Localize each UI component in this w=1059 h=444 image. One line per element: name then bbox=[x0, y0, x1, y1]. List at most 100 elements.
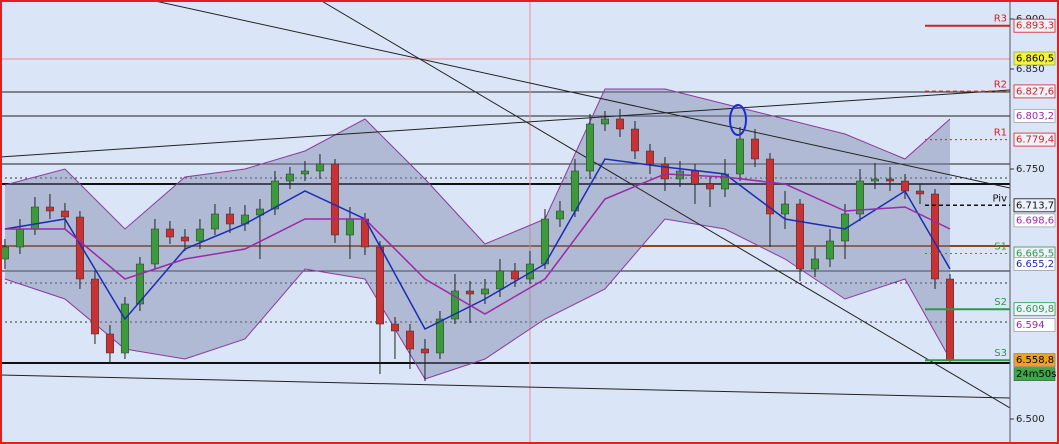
timer-tag bbox=[1013, 367, 1056, 382]
y-tick-label: 6.750 bbox=[1016, 164, 1045, 175]
candle-body bbox=[765, 158, 774, 215]
trendline bbox=[319, 0, 1010, 409]
level-label: S1 bbox=[994, 242, 1007, 253]
price-tag bbox=[1013, 318, 1056, 332]
candle-body bbox=[435, 318, 444, 354]
candle-body bbox=[930, 193, 939, 280]
trendline bbox=[0, 89, 1010, 158]
candle-body bbox=[495, 270, 504, 290]
level-label: R2 bbox=[994, 79, 1007, 90]
candle-body bbox=[345, 218, 354, 236]
candle-body bbox=[915, 190, 924, 195]
candle-body bbox=[525, 263, 534, 280]
candle-body bbox=[855, 180, 864, 215]
candle-body bbox=[150, 228, 159, 265]
level-label: R1 bbox=[994, 128, 1007, 139]
candle-body bbox=[45, 206, 54, 212]
level-value: 6.713,7 bbox=[1016, 200, 1054, 211]
band-lower bbox=[4, 218, 951, 380]
candle-body bbox=[750, 138, 759, 160]
candle-body bbox=[465, 290, 474, 295]
moving-average bbox=[4, 158, 951, 330]
trendline bbox=[150, 0, 1010, 189]
candle-body bbox=[30, 206, 39, 230]
candle-body bbox=[75, 216, 84, 280]
candle-body bbox=[90, 278, 99, 335]
candle-body bbox=[60, 210, 69, 218]
candle-body bbox=[105, 333, 114, 354]
price-tag bbox=[1013, 256, 1056, 271]
band-area bbox=[4, 89, 950, 379]
candle-body bbox=[630, 128, 639, 152]
level-label: S2 bbox=[994, 297, 1007, 308]
candle-body bbox=[405, 330, 414, 350]
price-tag-label: 6.558,8 bbox=[1016, 355, 1054, 366]
candle-body bbox=[900, 180, 909, 192]
candle-body bbox=[825, 240, 834, 260]
candle-body bbox=[540, 218, 549, 265]
candle-body bbox=[555, 210, 564, 220]
level-label: Piv bbox=[992, 193, 1007, 204]
candle-body bbox=[810, 258, 819, 270]
level-value: 6.779,4 bbox=[1016, 135, 1054, 146]
candle-body bbox=[195, 228, 204, 242]
price-tag-label: 6.655,2 bbox=[1016, 259, 1054, 270]
level-tag bbox=[1013, 302, 1056, 317]
price-tag-label: 6.594 bbox=[1016, 320, 1045, 331]
candle-body bbox=[795, 203, 804, 270]
band-upper bbox=[4, 88, 951, 245]
timer-label: 24m50s bbox=[1016, 369, 1056, 380]
level-value: 6.665,5 bbox=[1016, 249, 1054, 260]
level-tag bbox=[1013, 198, 1056, 213]
candle-body bbox=[315, 163, 324, 172]
level-tag bbox=[1013, 132, 1056, 147]
candle-body bbox=[15, 228, 24, 248]
level-value: 6.893,3 bbox=[1016, 21, 1054, 32]
candle-body bbox=[570, 170, 579, 212]
level-label: R3 bbox=[994, 14, 1007, 25]
candle-body bbox=[420, 348, 429, 354]
price-tag bbox=[1013, 213, 1056, 228]
price-tag bbox=[1013, 109, 1056, 123]
price-tag-label: 6.860,5 bbox=[1016, 54, 1054, 65]
trendline bbox=[0, 374, 1010, 399]
candle-body bbox=[705, 183, 714, 190]
candle-body bbox=[510, 270, 519, 280]
candle-body bbox=[660, 163, 669, 180]
candle-body bbox=[390, 323, 399, 332]
price-tag-label: 6.803,2 bbox=[1016, 111, 1054, 122]
price-tag bbox=[1013, 51, 1056, 66]
level-tag bbox=[1013, 84, 1056, 99]
candle-body bbox=[120, 303, 129, 354]
candle-body bbox=[600, 118, 609, 125]
level-value: 6.827,6 bbox=[1016, 86, 1054, 97]
candle-body bbox=[375, 246, 384, 325]
candle-body bbox=[690, 170, 699, 185]
price-tag-label: 6.698,6 bbox=[1016, 215, 1054, 226]
moving-average bbox=[4, 173, 951, 315]
candle-body bbox=[165, 228, 174, 238]
candle-body bbox=[0, 246, 9, 260]
level-value: 6.609,8 bbox=[1016, 304, 1054, 315]
candle-body bbox=[450, 290, 459, 320]
price-tag bbox=[1013, 353, 1056, 368]
level-tag bbox=[1013, 18, 1056, 33]
level-label: S3 bbox=[994, 348, 1007, 359]
candle-body bbox=[945, 278, 954, 361]
candle-body bbox=[585, 123, 594, 172]
candle-body bbox=[330, 163, 339, 236]
candle-body bbox=[885, 178, 894, 182]
candle-body bbox=[210, 213, 219, 230]
candle-body bbox=[870, 178, 879, 182]
candle-body bbox=[480, 288, 489, 295]
candle-body bbox=[615, 118, 624, 130]
candle-body bbox=[645, 150, 654, 165]
candle-body bbox=[270, 180, 279, 210]
candle-body bbox=[735, 138, 744, 175]
candle-body bbox=[285, 173, 294, 182]
plot-area bbox=[0, 0, 1010, 444]
candle-body bbox=[180, 236, 189, 242]
candle-body bbox=[780, 203, 789, 215]
annotation-circle bbox=[729, 104, 747, 136]
